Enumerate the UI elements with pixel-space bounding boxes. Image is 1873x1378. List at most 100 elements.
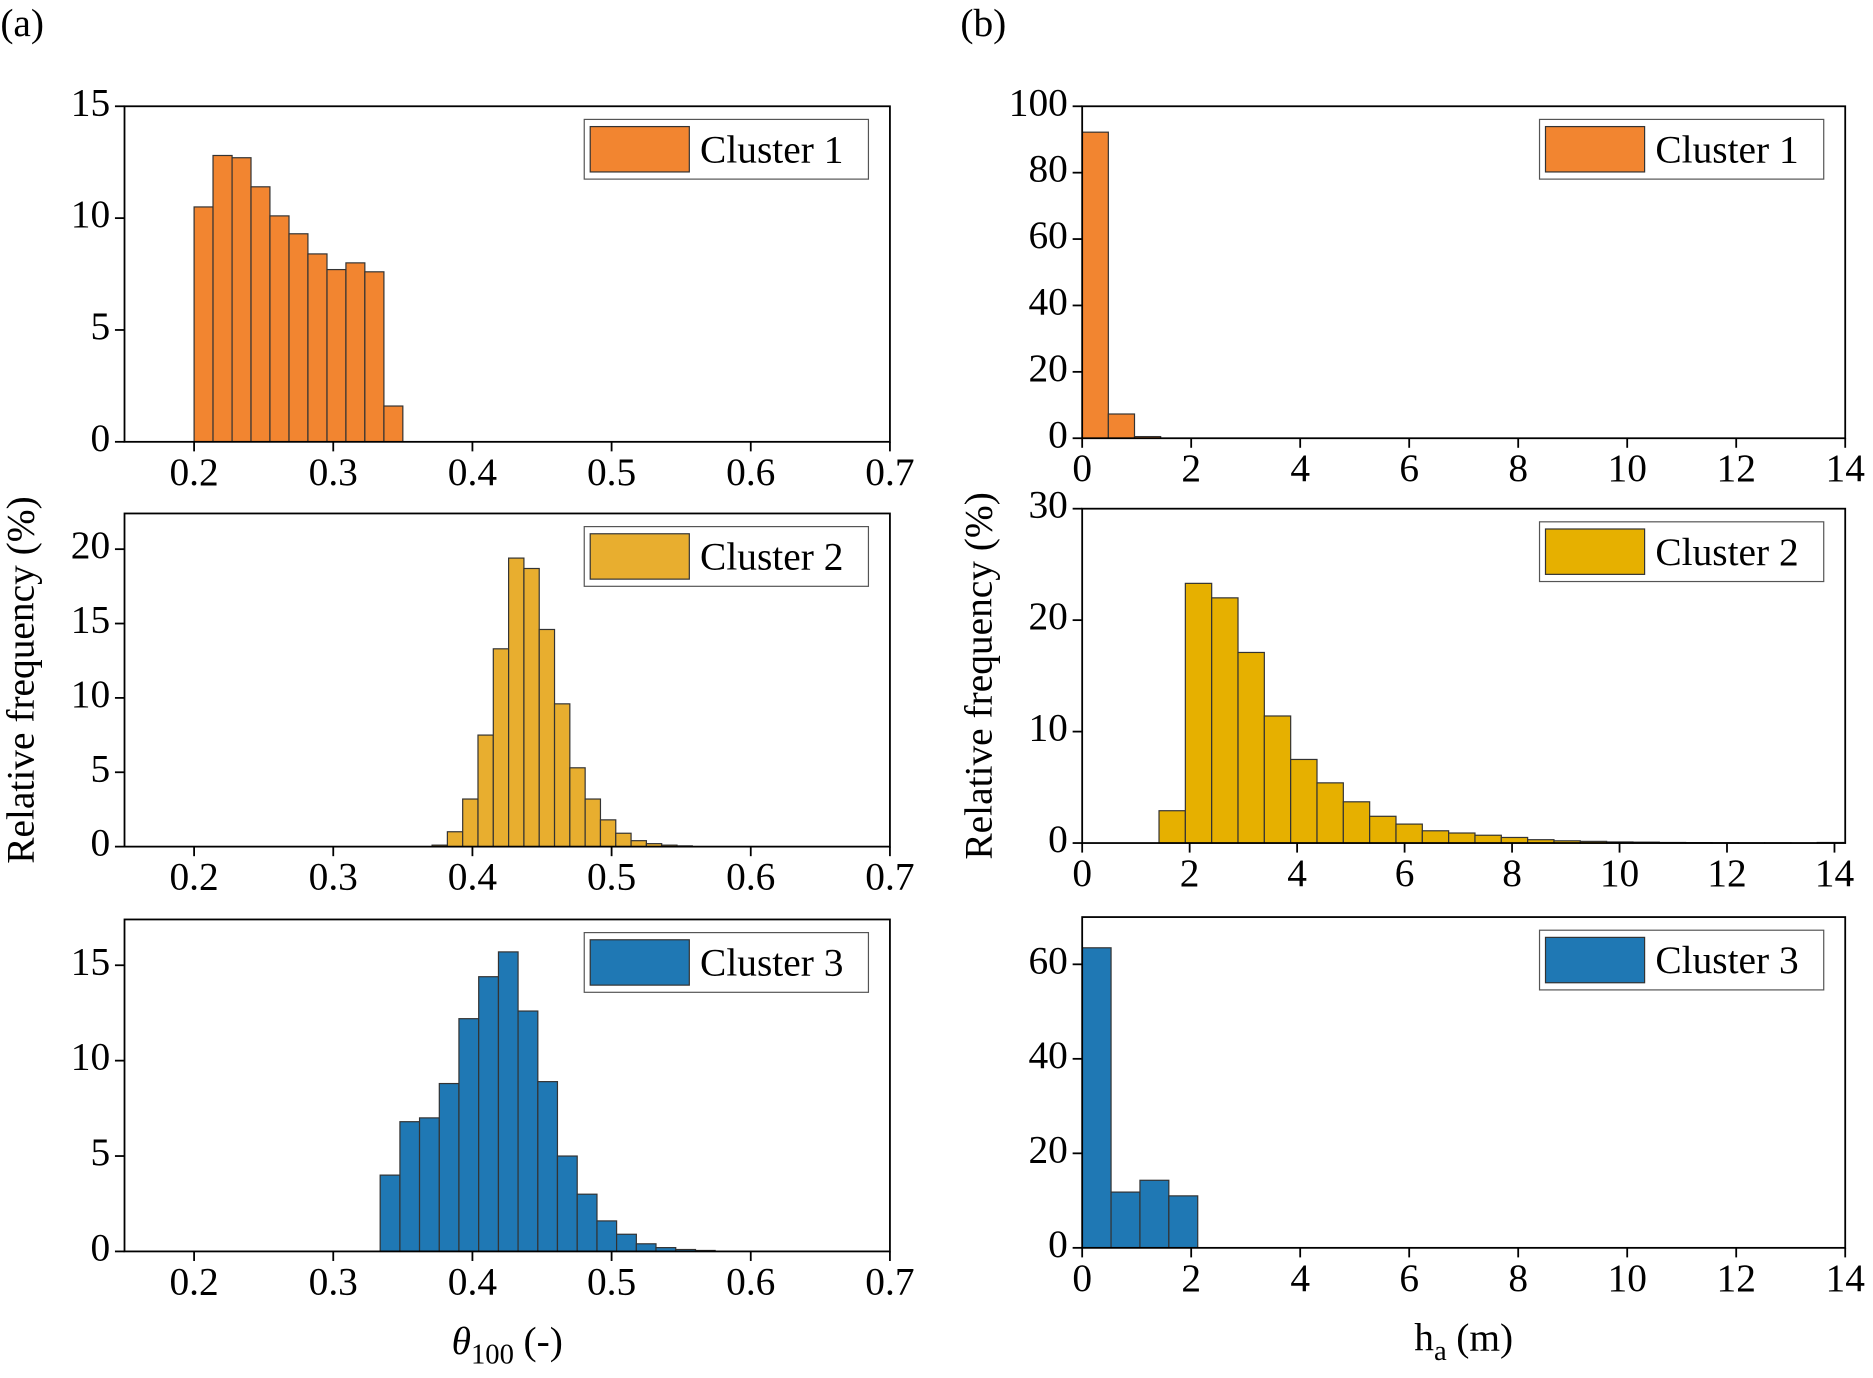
x-tick-label: 0.4 [448,450,498,494]
bar [523,567,540,848]
bar [615,832,632,848]
y-tick-label: 10 [1028,706,1067,750]
bar [326,268,347,443]
x-tick-label: 0.4 [448,1259,498,1303]
bar [517,1010,539,1253]
legend-label: Cluster 1 [700,127,843,171]
legend-swatch [589,533,690,580]
bar [446,831,464,848]
bar [438,1082,460,1253]
y-tick-label: 20 [71,523,110,567]
x-tick-label: 0.6 [726,855,775,899]
y-tick-label: 5 [90,304,110,348]
y-tick-label: 0 [1048,412,1068,456]
y-tick-label: 0 [1048,817,1068,861]
y-axis-label: Relative frequency (%) [0,496,43,863]
legend-swatch [1544,528,1646,575]
bar [1139,1179,1170,1249]
bar [635,1243,657,1253]
x-tick-label: 10 [1608,446,1647,490]
bar [538,628,556,848]
bar [364,271,385,443]
x-axis-label-sub: a [1434,1335,1447,1367]
bar [584,798,602,848]
plot-frame [1081,507,1847,844]
y-tick-label: 20 [1028,594,1067,638]
bar [1369,815,1397,844]
bar [288,233,309,443]
x-tick-label: 0.3 [309,1259,358,1303]
x-tick-label: 0.6 [726,1259,775,1303]
bar [599,819,617,848]
y-tick-label: 15 [71,80,110,124]
y-tick-label: 5 [90,1130,110,1174]
bar [616,1233,637,1253]
legend-swatch [589,125,690,173]
x-tick-label: 0.2 [169,1259,218,1303]
bar [508,557,525,848]
x-tick-label: 10 [1600,851,1639,895]
bar [1184,582,1213,844]
y-tick-label: 15 [71,939,110,983]
legend-label: Cluster 2 [1655,530,1798,574]
bar [1263,715,1292,844]
plot-frame [123,105,891,443]
bar [345,262,366,443]
x-tick-label: 14 [1826,1256,1866,1300]
x-tick-label: 10 [1608,1256,1647,1300]
x-axis-label: θ100 (-) [452,1319,563,1371]
bar [1168,1195,1199,1249]
bar [250,186,271,443]
bar [1110,1191,1141,1249]
x-tick-label: 6 [1395,851,1415,895]
bar [1158,810,1186,844]
x-tick-label: 0.7 [865,450,914,494]
y-tick-label: 80 [1028,147,1067,191]
bar [1290,758,1318,844]
x-tick-label: 0.3 [309,855,358,899]
bar [1211,597,1239,844]
x-tick-label: 4 [1287,851,1307,895]
x-tick-label: 14 [1826,446,1866,490]
x-tick-label: 0.6 [726,450,775,494]
plot-frame [1081,105,1847,440]
bar [458,1018,480,1253]
bar [492,648,510,848]
y-tick-label: 60 [1028,213,1067,257]
x-tick-label: 6 [1399,1256,1419,1300]
y-tick-label: 0 [90,821,110,865]
x-tick-label: 4 [1290,446,1310,490]
y-tick-label: 0 [90,1225,110,1269]
bar [231,157,252,443]
bar [399,1121,421,1253]
bar [1107,413,1136,439]
x-tick-label: 0.5 [587,1259,636,1303]
y-tick-label: 0 [90,416,110,460]
x-tick-label: 2 [1181,446,1201,490]
x-tick-label: 0.5 [587,855,636,899]
legend-swatch [1544,125,1646,173]
legend-swatch [1544,936,1646,984]
x-tick-label: 0 [1072,851,1092,895]
y-axis-label: Relative frequency (%) [956,492,1000,859]
x-axis-label-main: θ [452,1319,471,1363]
bar [576,1193,598,1253]
x-tick-label: 0.5 [587,450,636,494]
x-tick-label: 6 [1399,446,1419,490]
x-tick-label: 0 [1072,1256,1092,1300]
bar [556,1155,578,1253]
x-axis-label-sub: 100 [471,1339,514,1371]
bar [418,1117,440,1253]
bar [478,976,500,1253]
legend-label: Cluster 1 [1655,127,1798,171]
bar [1421,830,1450,844]
x-tick-label: 2 [1180,851,1200,895]
plot-frame [123,512,891,848]
bar [379,1174,401,1253]
y-tick-label: 10 [71,672,110,716]
x-tick-label: 0 [1072,446,1092,490]
plot-frame [1081,916,1847,1249]
x-tick-label: 0.7 [865,1259,914,1303]
x-tick-label: 8 [1508,1256,1528,1300]
bar [1316,782,1344,844]
